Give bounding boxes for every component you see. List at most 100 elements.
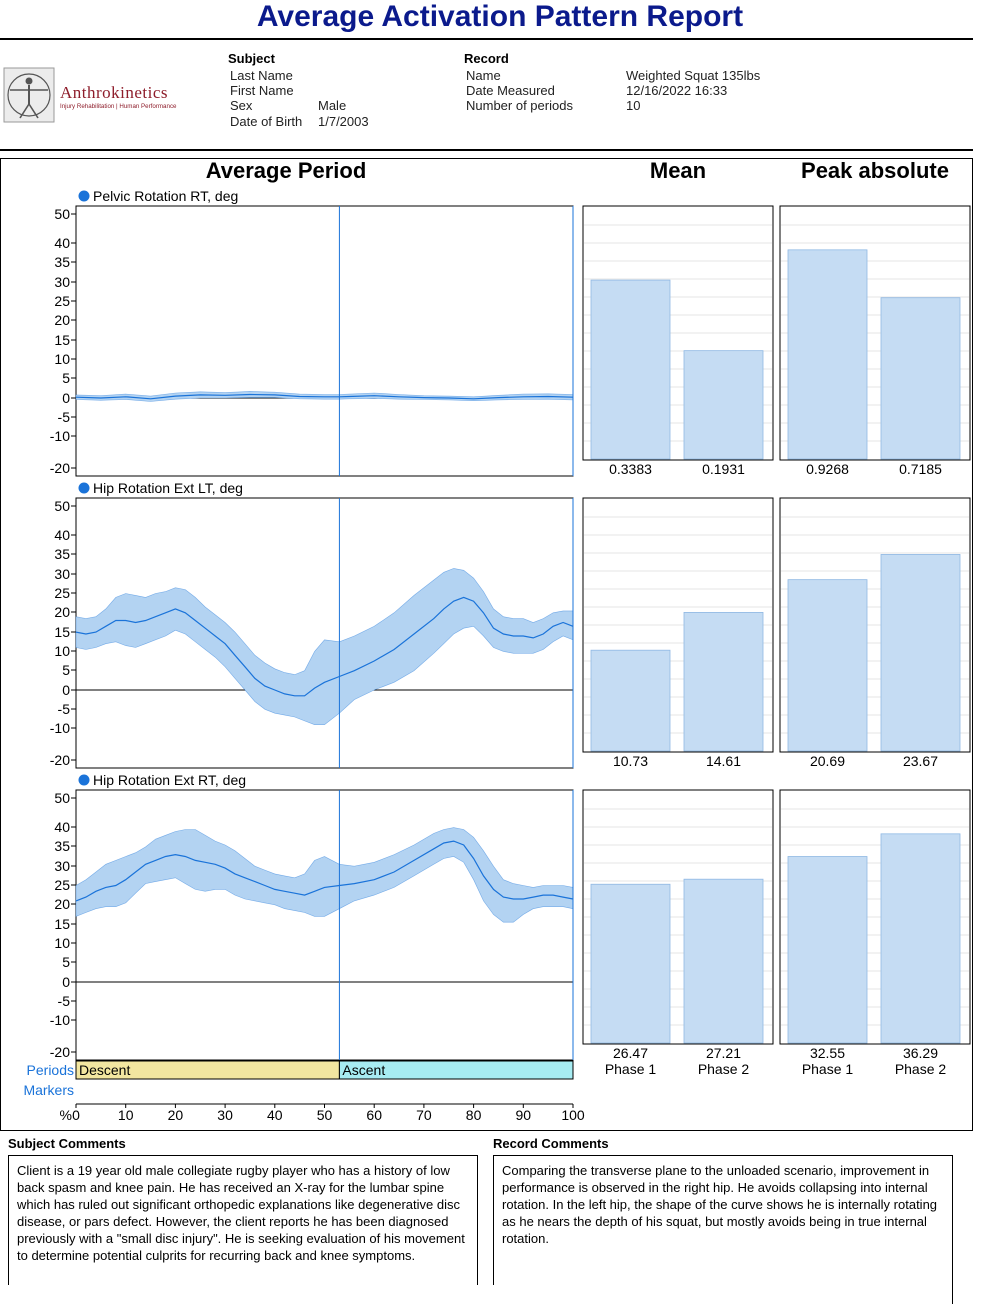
peak-heading: Peak absolute bbox=[801, 158, 949, 183]
x-tick-label: 0 bbox=[72, 1107, 80, 1123]
y-tick-label: -20 bbox=[50, 1044, 70, 1060]
vitruvian-logo-icon: Anthrokinetics Injury Rehabilitation | H… bbox=[3, 67, 177, 123]
period-descent-label: Descent bbox=[79, 1062, 130, 1078]
y-tick-label: 35 bbox=[54, 838, 70, 854]
y-tick-label: 35 bbox=[54, 546, 70, 562]
panel-title: Hip Rotation Ext RT, deg bbox=[93, 772, 246, 788]
y-tick-label: 25 bbox=[54, 293, 70, 309]
plot-frame bbox=[75, 205, 574, 477]
x-tick-label: 80 bbox=[466, 1107, 482, 1123]
y-tick-label: 50 bbox=[54, 206, 70, 222]
bar-mark bbox=[787, 579, 868, 752]
y-tick-label: 0 bbox=[62, 390, 70, 406]
bar-category-label: Phase 2 bbox=[895, 1061, 947, 1077]
bar-value-label: 0.1931 bbox=[702, 461, 745, 477]
x-tick-label: 40 bbox=[267, 1107, 283, 1123]
record-comments-edge bbox=[952, 1203, 953, 1304]
periods-label: Periods bbox=[27, 1062, 74, 1078]
x-tick-label: 10 bbox=[118, 1107, 134, 1123]
bar-mark bbox=[683, 612, 764, 752]
y-tick-label: 5 bbox=[62, 370, 70, 386]
series-dot-icon bbox=[78, 774, 90, 786]
subject-comments-box: Client is a 19 year old male collegiate … bbox=[8, 1155, 478, 1285]
mean-line bbox=[75, 596, 574, 697]
bar-value-label: 20.69 bbox=[810, 753, 845, 769]
x-tick-label: 90 bbox=[516, 1107, 532, 1123]
bar-value-label: 32.55 bbox=[810, 1045, 845, 1061]
y-tick-label: -5 bbox=[58, 993, 71, 1009]
header-divider bbox=[0, 38, 973, 40]
y-tick-label: 10 bbox=[54, 643, 70, 659]
x-tick-label: 50 bbox=[317, 1107, 333, 1123]
y-tick-label: -10 bbox=[50, 428, 70, 444]
bar-value-label: 10.73 bbox=[613, 753, 648, 769]
y-tick-label: 40 bbox=[54, 235, 70, 251]
last-name-label: Last Name bbox=[230, 68, 293, 83]
subject-comments-title: Subject Comments bbox=[8, 1136, 126, 1151]
bar-mark bbox=[787, 856, 868, 1044]
y-tick-label: 15 bbox=[54, 332, 70, 348]
period-ascent-label: Ascent bbox=[342, 1062, 385, 1078]
bar-value-label: 27.21 bbox=[706, 1045, 741, 1061]
y-tick-label: 50 bbox=[54, 498, 70, 514]
y-tick-label: 30 bbox=[54, 274, 70, 290]
sex-label: Sex bbox=[230, 98, 253, 113]
bar-mark bbox=[683, 350, 764, 460]
bar-value-label: 36.29 bbox=[903, 1045, 938, 1061]
markers-track bbox=[75, 1080, 574, 1100]
periods-count-value: 10 bbox=[626, 98, 641, 113]
y-tick-label: -10 bbox=[50, 720, 70, 736]
chart-area bbox=[0, 158, 973, 1131]
average-period-heading: Average Period bbox=[205, 158, 367, 183]
panel-title: Pelvic Rotation RT, deg bbox=[93, 188, 238, 204]
logo-brand: Anthrokinetics bbox=[60, 83, 168, 102]
period-ascent bbox=[338, 1060, 574, 1080]
company-logo: Anthrokinetics Injury Rehabilitation | H… bbox=[2, 66, 212, 126]
bar-value-label: 0.9268 bbox=[806, 461, 849, 477]
dob-label: Date of Birth bbox=[230, 114, 303, 129]
y-tick-label: -5 bbox=[58, 701, 71, 717]
date-measured-value: 12/16/2022 16:33 bbox=[626, 83, 728, 98]
mean-line bbox=[75, 840, 574, 902]
y-tick-label: 10 bbox=[54, 935, 70, 951]
x-tick-label: 30 bbox=[217, 1107, 233, 1123]
y-tick-label: 15 bbox=[54, 624, 70, 640]
series-dot-icon bbox=[78, 190, 90, 202]
y-tick-label: -20 bbox=[50, 752, 70, 768]
y-tick-label: 20 bbox=[54, 896, 70, 912]
y-tick-label: 5 bbox=[62, 662, 70, 678]
report-title: Average Activation Pattern Report bbox=[256, 0, 744, 33]
y-tick-label: 0 bbox=[62, 974, 70, 990]
bar-mark bbox=[683, 878, 764, 1044]
x-tick-label: 100 bbox=[561, 1107, 585, 1123]
y-tick-label: 20 bbox=[54, 312, 70, 328]
bar-mark bbox=[590, 883, 671, 1044]
bar-value-label: 23.67 bbox=[903, 753, 938, 769]
bar-mark bbox=[880, 833, 961, 1044]
y-tick-label: 40 bbox=[54, 819, 70, 835]
y-tick-label: 10 bbox=[54, 351, 70, 367]
record-comments-title: Record Comments bbox=[493, 1136, 609, 1151]
y-tick-label: 35 bbox=[54, 254, 70, 270]
y-tick-label: 30 bbox=[54, 858, 70, 874]
panel-title: Hip Rotation Ext LT, deg bbox=[93, 480, 243, 496]
bar-category-label: Phase 2 bbox=[698, 1061, 750, 1077]
y-tick-label: 50 bbox=[54, 790, 70, 806]
bar-value-label: 26.47 bbox=[613, 1045, 648, 1061]
record-comments-box: Comparing the transverse plane to the un… bbox=[493, 1155, 953, 1285]
bar-mark bbox=[787, 249, 868, 460]
record-name-label: Name bbox=[466, 68, 501, 83]
bar-category-label: Phase 1 bbox=[802, 1061, 854, 1077]
bar-mark bbox=[880, 297, 961, 460]
record-heading: Record bbox=[464, 51, 509, 66]
y-tick-label: 20 bbox=[54, 604, 70, 620]
bar-value-label: 14.61 bbox=[706, 753, 741, 769]
bar-mark bbox=[880, 554, 961, 752]
header-bottom-divider bbox=[0, 149, 973, 151]
markers-label: Markers bbox=[23, 1082, 74, 1098]
y-tick-label: 25 bbox=[54, 877, 70, 893]
bar-value-label: 0.7185 bbox=[899, 461, 942, 477]
record-name-value: Weighted Squat 135lbs bbox=[626, 68, 761, 83]
y-tick-label: 15 bbox=[54, 916, 70, 932]
